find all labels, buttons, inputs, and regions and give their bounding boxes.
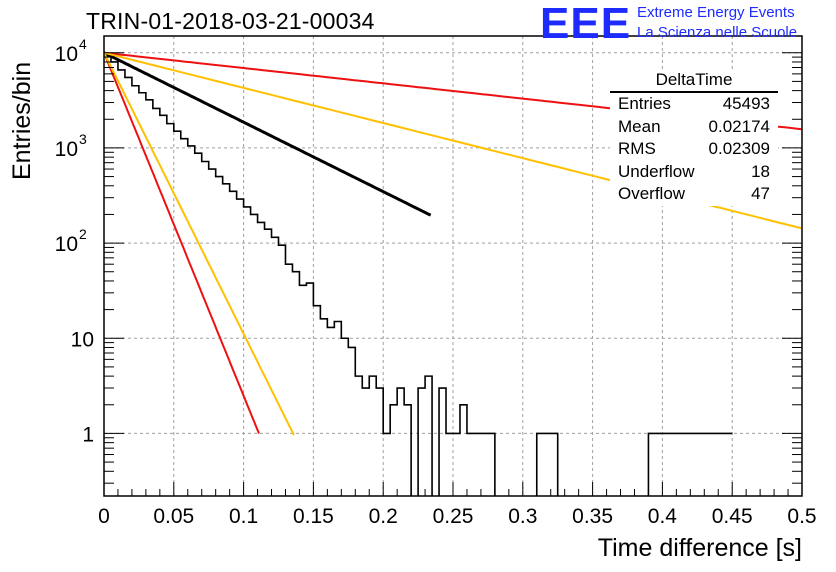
x-tick-label: 0.25 bbox=[433, 505, 474, 528]
stats-box: DeltaTime Entries 45493 Mean 0.02174 RMS 0.… bbox=[610, 70, 778, 206]
x-tick-label: 0.4 bbox=[648, 505, 678, 528]
logo-line-2: La Scienza nelle Scuole bbox=[637, 24, 798, 41]
stats-title: DeltaTime bbox=[610, 70, 778, 93]
x-tick-label: 0.1 bbox=[229, 505, 258, 528]
envelope-curve-2 bbox=[104, 52, 295, 436]
stats-value: 18 bbox=[751, 161, 770, 181]
x-tick-label: 0.35 bbox=[572, 505, 613, 528]
stats-label: Underflow bbox=[618, 161, 695, 181]
stats-label: RMS bbox=[618, 139, 656, 158]
eee-logo: EEE bbox=[540, 0, 632, 48]
stats-row: Mean 0.02174 bbox=[610, 116, 778, 139]
run-title: TRIN-01-2018-03-21-00034 bbox=[86, 8, 375, 34]
fit-curve bbox=[104, 51, 432, 217]
stats-row: RMS 0.02309 bbox=[610, 138, 778, 161]
stats-label: Mean bbox=[618, 116, 661, 136]
y-tick-label: 1 bbox=[82, 423, 94, 446]
y-tick-label-exponent: 4 bbox=[79, 36, 87, 52]
x-tick-label: 0.05 bbox=[153, 505, 194, 528]
histogram-steps bbox=[104, 55, 733, 496]
y-tick-label: 10 bbox=[55, 233, 78, 256]
y-tick-label-exponent: 2 bbox=[79, 226, 87, 242]
x-tick-label: 0.45 bbox=[712, 505, 753, 528]
stats-label: Overflow bbox=[618, 184, 686, 203]
stats-value: 47 bbox=[751, 184, 770, 203]
x-tick-label: 0.15 bbox=[293, 505, 334, 528]
x-tick-label: 0.5 bbox=[787, 505, 816, 528]
stats-value: 0.02174 bbox=[708, 116, 770, 136]
stats-row: Underflow 18 bbox=[610, 161, 778, 184]
envelope-curve-1 bbox=[104, 52, 260, 434]
stats-value: 0.02309 bbox=[708, 139, 770, 158]
x-axis-label: Time difference [s] bbox=[597, 534, 802, 562]
x-tick-label: 0.2 bbox=[369, 505, 398, 528]
y-tick-label: 10 bbox=[55, 43, 78, 66]
y-tick-label: 10 bbox=[55, 138, 78, 161]
x-tick-label: 0 bbox=[98, 505, 110, 528]
stats-value: 45493 bbox=[722, 94, 770, 113]
y-axis-label: Entries/bin bbox=[8, 61, 36, 180]
logo-line-1: Extreme Energy Events bbox=[637, 4, 795, 21]
stats-row: Overflow 47 bbox=[610, 183, 778, 206]
y-tick-label: 10 bbox=[71, 328, 94, 351]
x-tick-label: 0.3 bbox=[508, 505, 537, 528]
y-tick-label-exponent: 3 bbox=[79, 131, 87, 147]
stats-row: Entries 45493 bbox=[610, 93, 778, 116]
stats-label: Entries bbox=[618, 94, 671, 113]
